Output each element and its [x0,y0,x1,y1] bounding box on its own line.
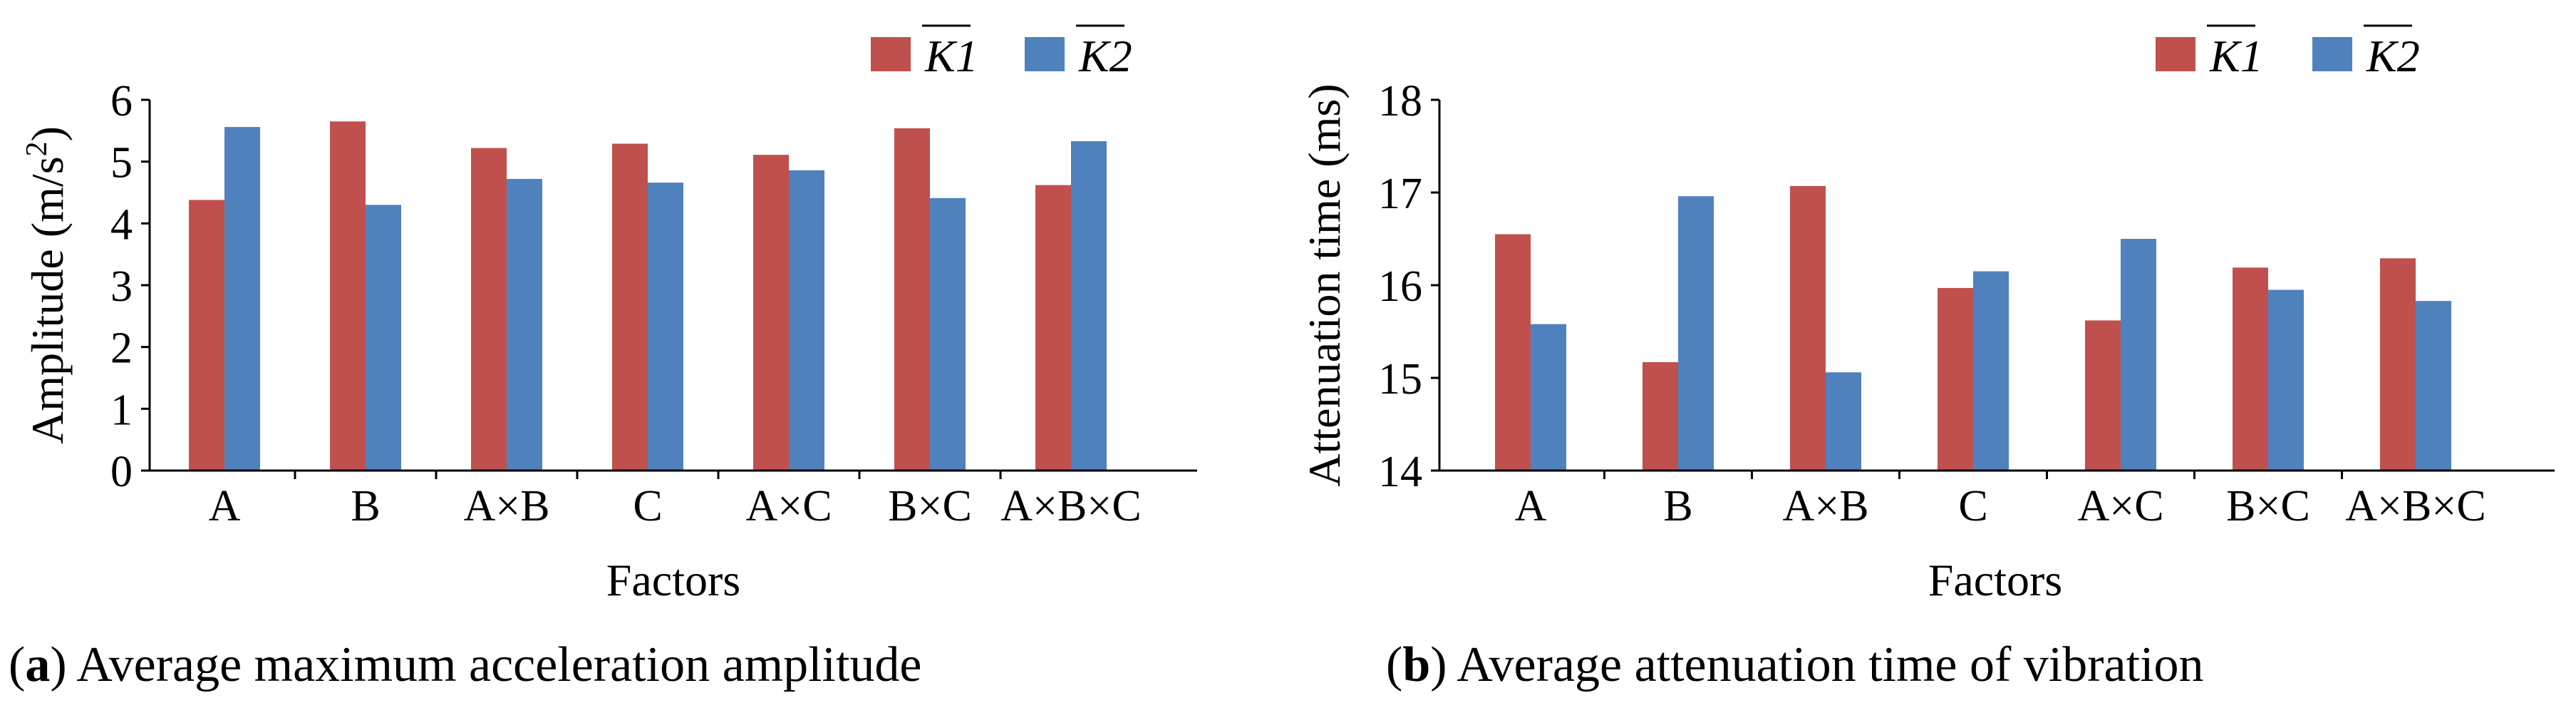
chart-b-xtick-label: A×B [1782,482,1868,530]
chart-b-bar-k2-6 [2268,289,2304,471]
chart-a-legend: K1 K2 [871,24,1132,81]
chart-a-ytick-label: 3 [110,262,133,311]
chart-a-bar-k1-1 [189,200,224,471]
chart-a-xtick-label: C [633,482,662,530]
chart-b: 14 15 16 17 18 A B A×B C A×C B×C A×B×C Factors Att… [1299,24,2555,692]
chart-a-bar-k1-5 [753,155,789,471]
chart-a-xtick-label: B [351,482,380,530]
chart-b-xtick-label: A [1515,482,1547,530]
chart-b-x-ticks: A B A×B C A×C B×C A×B×C [1515,471,2486,530]
chart-a-bar-k2-6 [930,197,966,471]
chart-b-xtick-label: A×B×C [2345,482,2486,530]
chart-a-bar-k2-1 [224,127,260,471]
chart-a-ytick-label: 5 [110,139,133,188]
chart-a-y-label: Amplitude (m/s2) [21,126,73,444]
chart-b-bars [1495,185,2451,471]
chart-b-legend-k1-swatch [2156,37,2195,71]
chart-b-bar-k1-4 [1938,287,1973,471]
chart-a-bars [189,121,1107,471]
chart-b-bar-k2-7 [2416,301,2451,471]
chart-a-bar-k1-3 [471,148,507,471]
chart-b-xtick-label: A×C [2077,482,2163,530]
chart-b-bar-k2-4 [1973,271,2009,471]
chart-b-bar-k1-2 [1643,361,1678,471]
chart-b-ytick-label: 15 [1378,355,1422,404]
chart-b-xtick-label: B [1663,482,1692,530]
chart-a: 0 1 2 3 4 5 6 A B A×B C A×C B×C A×B×C Factors Amplit… [9,24,1197,692]
chart-a-xtick-label: A×B×C [1000,482,1141,530]
chart-a-bar-k1-6 [894,128,930,471]
chart-b-legend: K1 K2 [2156,24,2420,81]
chart-b-y-label: Attenuation time (ms) [1299,83,1350,486]
chart-b-ytick-label: 18 [1378,77,1422,125]
chart-a-bar-k2-4 [648,183,683,471]
chart-a-xtick-label: A [209,482,241,530]
chart-a-bar-k1-2 [330,121,366,471]
chart-b-ytick-label: 16 [1378,262,1422,311]
chart-a-ytick-label: 1 [110,386,133,434]
chart-a-bar-k1-4 [612,143,648,471]
chart-a-legend-k1-swatch [871,37,911,71]
chart-b-x-label: Factors [1928,555,2062,605]
chart-a-ytick-label: 6 [110,77,133,125]
chart-a-legend-k2-swatch [1025,37,1065,71]
chart-b-legend-k2-swatch [2312,37,2352,71]
chart-b-bar-k1-3 [1790,185,1826,471]
chart-a-caption: (a) Average maximum acceleration amplitu… [9,637,922,692]
chart-b-xtick-label: C [1958,482,1987,530]
chart-b-bar-k1-1 [1495,234,1531,471]
chart-b-bar-k2-1 [1531,324,1566,471]
chart-b-legend-k1-label: K1 [2209,31,2263,81]
chart-b-bar-k1-5 [2085,320,2121,471]
chart-a-bar-k1-7 [1035,185,1071,471]
chart-b-y-ticks: 14 15 16 17 18 [1378,77,1439,496]
chart-b-xtick-label: B×C [2226,482,2310,530]
chart-b-caption: (b) Average attenuation time of vibratio… [1386,637,2204,692]
chart-a-y-ticks: 0 1 2 3 4 5 6 [110,77,150,496]
chart-a-xtick-label: A×C [745,482,832,530]
chart-a-bar-k2-7 [1071,141,1107,471]
chart-a-bar-k2-2 [366,205,401,471]
chart-b-bar-k2-5 [2121,239,2156,471]
chart-b-bar-k2-2 [1678,196,1714,471]
chart-a-ytick-label: 4 [110,200,133,249]
chart-a-legend-k1-label: K1 [924,31,978,81]
chart-b-ytick-label: 17 [1378,170,1422,218]
chart-a-ytick-label: 2 [110,324,133,373]
chart-a-ytick-label: 0 [110,448,133,496]
chart-a-bar-k2-3 [507,178,542,471]
chart-a-xtick-label: A×B [463,482,549,530]
chart-a-bar-k2-5 [789,170,824,471]
chart-b-bar-k1-7 [2380,258,2416,471]
chart-b-ytick-label: 14 [1378,448,1422,496]
chart-b-bar-k2-3 [1826,372,1861,471]
chart-b-bar-k1-6 [2233,267,2268,471]
chart-a-x-ticks: A B A×B C A×C B×C A×B×C [209,471,1142,530]
chart-a-x-label: Factors [606,555,740,605]
chart-b-legend-k2-label: K2 [2366,31,2420,81]
chart-a-legend-k2-label: K2 [1078,31,1132,81]
chart-a-xtick-label: B×C [888,482,972,530]
